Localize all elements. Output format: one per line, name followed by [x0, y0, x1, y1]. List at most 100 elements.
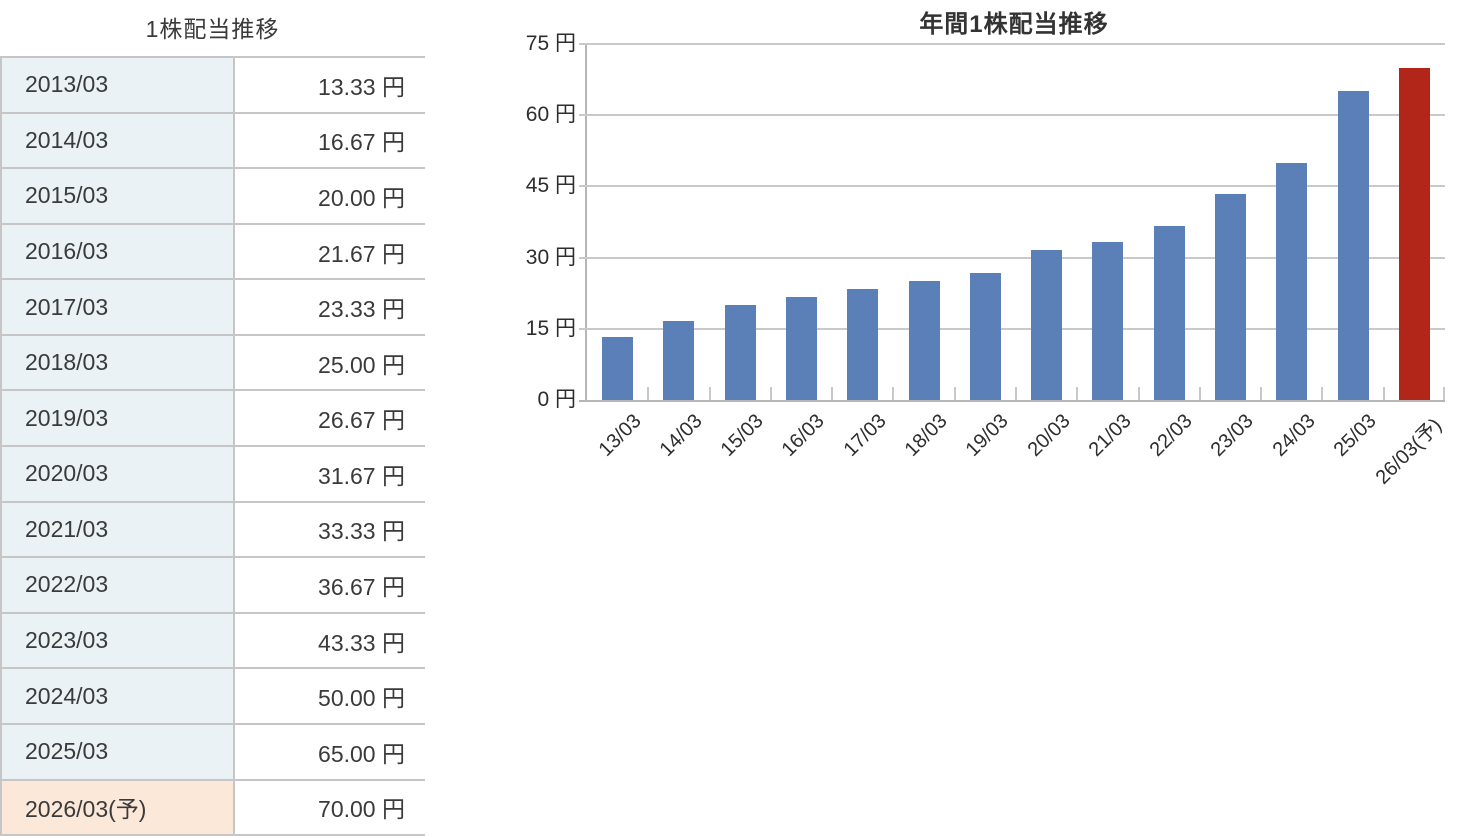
bar	[1092, 241, 1124, 400]
table-row: 2020/03 31.67 円	[2, 447, 425, 503]
x-axis-tick	[1137, 387, 1140, 400]
period-cell: 2024/03	[2, 669, 235, 723]
gridline	[579, 256, 1445, 259]
dividend-chart-section: 年間1株配当推移 0 円 15 円 30 円 45 円 60 円 75 円 13/03 14…	[470, 0, 1460, 560]
table-row: 2021/03 33.33 円	[2, 502, 425, 559]
bar	[786, 297, 817, 400]
table-row: 2023/03 43.33 円	[2, 613, 425, 670]
x-tick-label: 26/03(予)	[1371, 414, 1447, 489]
value-cell: 50.00 円	[235, 669, 425, 723]
period-cell: 2018/03	[2, 335, 235, 390]
bar	[908, 281, 940, 400]
bar	[1337, 91, 1369, 400]
x-tick-label: 25/03	[1329, 410, 1381, 461]
x-tick-label: 19/03	[961, 410, 1013, 461]
bar	[1215, 194, 1246, 400]
x-tick-label: 15/03	[716, 410, 768, 461]
x-axis-tick	[953, 387, 956, 400]
table-row: 2025/03 65.00 円	[2, 724, 425, 781]
x-axis-tick	[831, 387, 834, 400]
chart-title: 年間1株配当推移	[919, 11, 1109, 38]
period-cell: 2017/03	[2, 280, 235, 334]
gridline	[579, 185, 1445, 188]
x-axis-tick	[1076, 387, 1079, 400]
period-cell: 2016/03	[2, 224, 235, 279]
bar	[847, 289, 879, 400]
x-axis-tick	[769, 387, 772, 400]
x-axis-tick	[1443, 387, 1445, 400]
y-tick-label: 0 円	[537, 388, 576, 411]
x-axis-tick	[1198, 387, 1201, 400]
x-axis-tick	[708, 387, 711, 400]
bar	[1153, 225, 1185, 400]
x-axis-labels: 13/03 14/03 15/03 16/03 17/03 18/03 19/03 20/03…	[585, 404, 1447, 554]
period-cell: 2026/03(予)	[2, 780, 235, 835]
period-cell: 2023/03	[2, 613, 235, 668]
table-row-forecast: 2026/03(予) 70.00 円	[2, 780, 425, 836]
bar-forecast	[1398, 67, 1430, 400]
value-cell: 25.00 円	[235, 335, 425, 390]
bar	[602, 336, 634, 400]
y-tick-label: 75 円	[525, 32, 576, 55]
bar	[724, 305, 756, 400]
table-row: 2018/03 25.00 円	[2, 335, 425, 392]
table-row: 2019/03 26.67 円	[2, 391, 425, 448]
x-tick-label: 24/03	[1268, 410, 1320, 461]
period-cell: 2015/03	[2, 169, 235, 223]
gridline	[579, 43, 1445, 45]
value-cell: 20.00 円	[235, 169, 425, 223]
x-tick-label: 13/03	[594, 410, 646, 461]
value-cell: 23.33 円	[235, 280, 425, 334]
x-tick-label: 23/03	[1207, 410, 1259, 461]
table-row: 2022/03 36.67 円	[2, 558, 425, 614]
bar	[1031, 249, 1063, 400]
bar	[969, 273, 1001, 400]
x-tick-label: 21/03	[1084, 410, 1136, 461]
value-cell: 43.33 円	[235, 613, 425, 668]
bar	[1276, 162, 1308, 400]
x-axis-tick	[1015, 387, 1017, 400]
value-cell: 13.33 円	[235, 58, 425, 112]
x-tick-label: 18/03	[900, 410, 952, 461]
value-cell: 21.67 円	[235, 224, 425, 279]
value-cell: 36.67 円	[235, 558, 425, 612]
value-cell: 65.00 円	[235, 724, 425, 779]
table-row: 2017/03 23.33 円	[2, 280, 425, 336]
y-axis-labels: 0 円 15 円 30 円 45 円 60 円 75 円	[470, 0, 583, 420]
value-cell: 26.67 円	[235, 391, 425, 446]
x-axis-tick	[647, 387, 650, 400]
gridline	[579, 114, 1445, 117]
x-tick-label: 20/03	[1023, 410, 1075, 461]
period-cell: 2025/03	[2, 724, 235, 779]
table-row: 2014/03 16.67 円	[2, 113, 425, 170]
y-tick-label: 60 円	[525, 103, 576, 127]
x-tick-label: 16/03	[778, 410, 830, 461]
x-tick-label: 14/03	[655, 410, 707, 461]
period-cell: 2020/03	[2, 447, 235, 501]
table-title: 1株配当推移	[145, 16, 280, 42]
dividend-table-section: 1株配当推移 2013/03 13.33 円 2014/03 16.67 円 2015/…	[0, 0, 425, 836]
x-tick-label: 22/03	[1145, 410, 1197, 461]
table-row: 2016/03 21.67 円	[2, 224, 425, 281]
value-cell: 16.67 円	[235, 113, 425, 168]
y-tick-label: 45 円	[525, 174, 576, 198]
table-row: 2013/03 13.33 円	[2, 58, 425, 114]
period-cell: 2013/03	[2, 58, 235, 112]
x-axis-tick	[1382, 387, 1385, 400]
table-row: 2015/03 20.00 円	[2, 169, 425, 225]
value-cell: 31.67 円	[235, 447, 425, 501]
y-tick-label: 15 円	[525, 316, 576, 340]
period-cell: 2022/03	[2, 558, 235, 612]
value-cell: 70.00 円	[235, 780, 425, 835]
gridline	[579, 327, 1445, 330]
period-cell: 2019/03	[2, 391, 235, 446]
x-axis-tick	[892, 387, 895, 400]
x-axis-tick	[1321, 387, 1324, 400]
table-row: 2024/03 50.00 円	[2, 669, 425, 725]
period-cell: 2021/03	[2, 502, 235, 557]
y-tick-label: 30 円	[525, 245, 576, 269]
x-axis-tick	[1260, 387, 1263, 400]
value-cell: 33.33 円	[235, 502, 425, 557]
bar	[663, 320, 695, 400]
